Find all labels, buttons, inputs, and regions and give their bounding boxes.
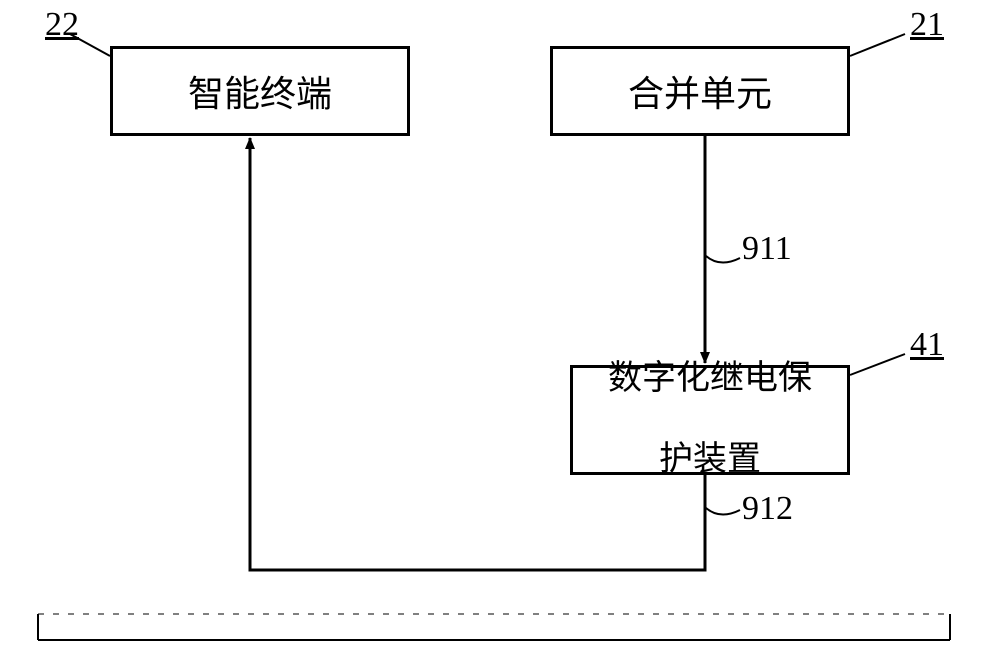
- tick-912: [706, 508, 740, 515]
- node-merge-label: 合并单元: [628, 65, 772, 117]
- node-terminal: 智能终端: [110, 46, 410, 136]
- node-merge: 合并单元: [550, 46, 850, 136]
- node-relay: 数字化继电保 护装置: [570, 365, 850, 475]
- ref-label-41: 41: [910, 326, 944, 364]
- edge-label-911: 911: [742, 230, 792, 268]
- edge-912-line: [250, 138, 705, 570]
- ref-lead-21: [850, 34, 905, 56]
- ref-label-21: 21: [910, 6, 944, 44]
- ref-lead-41: [850, 354, 905, 375]
- node-terminal-label: 智能终端: [188, 65, 332, 117]
- node-relay-label: 数字化继电保 护装置: [608, 359, 812, 481]
- ref-label-22: 22: [45, 6, 79, 44]
- edge-label-912: 912: [742, 490, 793, 528]
- diagram-canvas: 智能终端 合并单元 数字化继电保 护装置 22 21 41 911 912: [0, 0, 1000, 657]
- tick-911: [706, 256, 740, 263]
